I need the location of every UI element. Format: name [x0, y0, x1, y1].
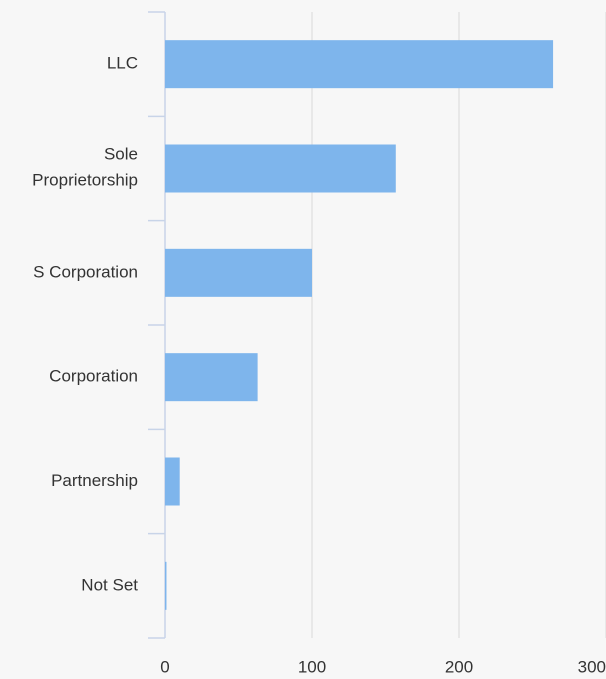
y-tick-label: Not Set — [81, 575, 138, 594]
bar — [165, 561, 167, 610]
y-tick-label: Partnership — [51, 471, 138, 490]
bar — [165, 144, 396, 193]
x-tick-label: 200 — [445, 657, 473, 676]
x-tick-label: 100 — [298, 657, 326, 676]
bar — [165, 40, 554, 89]
bar — [165, 457, 180, 506]
bar — [165, 353, 258, 402]
x-tick-label: 300 — [578, 657, 606, 676]
y-tick-label: Sole Proprietorship — [32, 145, 138, 190]
bar — [165, 248, 312, 297]
y-tick-label: LLC — [107, 54, 138, 73]
y-tick-label: S Corporation — [33, 262, 138, 281]
y-tick-label: Corporation — [49, 367, 138, 386]
x-tick-label: 0 — [160, 657, 169, 676]
